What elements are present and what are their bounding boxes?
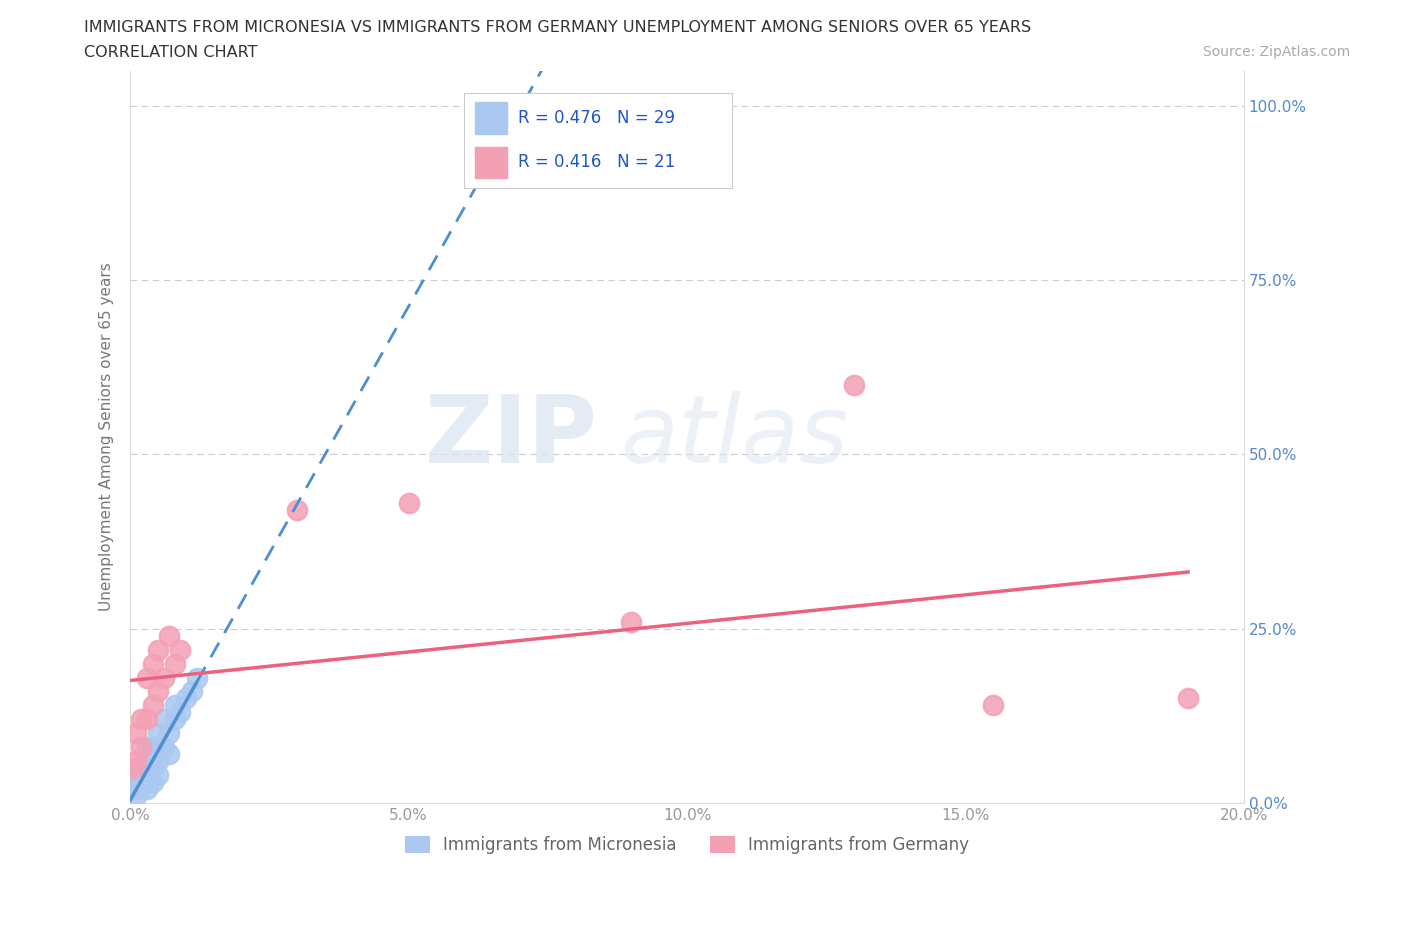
Point bbox=[152, 712, 174, 727]
Point bbox=[146, 726, 169, 741]
Point bbox=[157, 629, 180, 644]
Point bbox=[122, 782, 145, 797]
Y-axis label: Unemployment Among Seniors over 65 years: Unemployment Among Seniors over 65 years bbox=[100, 262, 114, 611]
Point bbox=[125, 726, 148, 741]
Point bbox=[134, 775, 156, 790]
Point bbox=[180, 684, 202, 699]
Point bbox=[125, 789, 148, 804]
Text: IMMIGRANTS FROM MICRONESIA VS IMMIGRANTS FROM GERMANY UNEMPLOYMENT AMONG SENIORS: IMMIGRANTS FROM MICRONESIA VS IMMIGRANTS… bbox=[84, 20, 1032, 35]
Point bbox=[163, 698, 186, 713]
Point bbox=[398, 496, 420, 511]
Point bbox=[128, 782, 150, 797]
Point bbox=[186, 671, 208, 685]
Point bbox=[131, 740, 153, 755]
Point bbox=[136, 754, 159, 769]
Point bbox=[136, 782, 159, 797]
Point bbox=[136, 768, 159, 783]
Point bbox=[142, 657, 165, 671]
Point bbox=[142, 775, 165, 790]
Point bbox=[285, 503, 308, 518]
Point bbox=[157, 747, 180, 762]
Point bbox=[131, 761, 153, 776]
Point bbox=[142, 740, 165, 755]
Text: atlas: atlas bbox=[620, 392, 848, 483]
Point bbox=[125, 775, 148, 790]
Point bbox=[131, 712, 153, 727]
Point bbox=[146, 684, 169, 699]
Point bbox=[146, 740, 169, 755]
Text: ZIP: ZIP bbox=[425, 391, 598, 483]
Point bbox=[146, 754, 169, 769]
Point bbox=[146, 643, 169, 658]
Point bbox=[163, 712, 186, 727]
Point bbox=[122, 761, 145, 776]
Text: CORRELATION CHART: CORRELATION CHART bbox=[84, 45, 257, 60]
Legend: Immigrants from Micronesia, Immigrants from Germany: Immigrants from Micronesia, Immigrants f… bbox=[398, 830, 976, 860]
Point bbox=[142, 698, 165, 713]
Point bbox=[131, 775, 153, 790]
Point bbox=[169, 705, 191, 720]
Point bbox=[136, 671, 159, 685]
Point bbox=[152, 671, 174, 685]
Point bbox=[1177, 691, 1199, 706]
Point bbox=[136, 712, 159, 727]
Point bbox=[142, 761, 165, 776]
Point bbox=[169, 643, 191, 658]
Text: Source: ZipAtlas.com: Source: ZipAtlas.com bbox=[1202, 45, 1350, 59]
Point bbox=[981, 698, 1004, 713]
Point bbox=[620, 615, 643, 630]
Point bbox=[163, 657, 186, 671]
Point bbox=[125, 754, 148, 769]
Point bbox=[131, 768, 153, 783]
Point bbox=[157, 726, 180, 741]
Point bbox=[842, 378, 865, 392]
Point bbox=[152, 740, 174, 755]
Point bbox=[146, 768, 169, 783]
Point bbox=[136, 740, 159, 755]
Point bbox=[174, 691, 197, 706]
